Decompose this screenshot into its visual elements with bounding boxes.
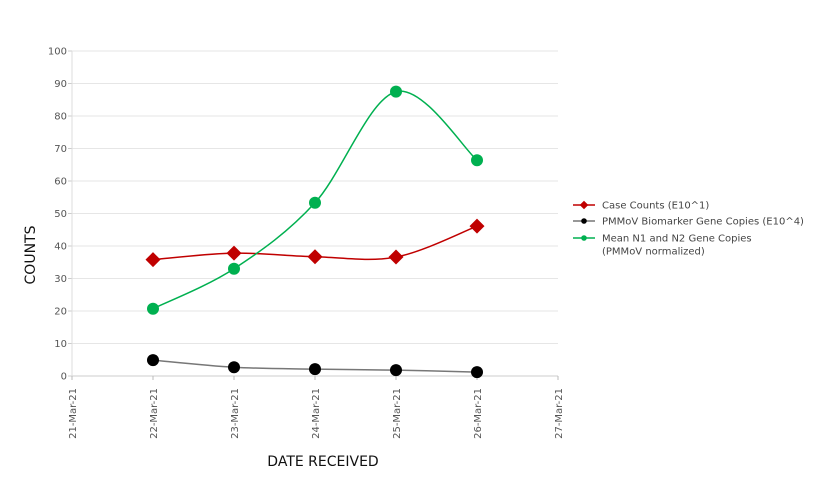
y-tick-label: 80 bbox=[54, 112, 67, 123]
data-point-circle bbox=[228, 262, 240, 275]
data-point-diamond bbox=[307, 249, 323, 265]
x-axis-title: DATE RECEIVED bbox=[267, 454, 378, 470]
data-point-circle bbox=[309, 196, 321, 209]
y-axis-title: COUNTS bbox=[23, 225, 39, 284]
y-tick-label: 40 bbox=[54, 242, 67, 253]
data-point-circle bbox=[147, 302, 159, 315]
x-tick-label: 25-Mar-21 bbox=[392, 388, 403, 439]
data-point-circle bbox=[390, 85, 402, 98]
legend-label: Mean N1 and N2 Gene Copies bbox=[602, 234, 752, 245]
legend: Case Counts (E10^1) PMMoV Biomarker Gene … bbox=[573, 201, 804, 258]
series-group bbox=[145, 85, 485, 379]
data-point-circle bbox=[228, 361, 240, 374]
data-point-circle bbox=[147, 354, 159, 367]
data-point-circle bbox=[309, 363, 321, 376]
data-point-diamond bbox=[579, 200, 589, 210]
y-axis-ticks: 0 10 20 30 40 50 60 70 80 90 100 bbox=[48, 47, 73, 383]
x-tick-label: 27-Mar-21 bbox=[554, 388, 565, 439]
x-tick-label: 24-Mar-21 bbox=[311, 388, 322, 439]
legend-item: PMMoV Biomarker Gene Copies (E10^4) bbox=[573, 217, 804, 228]
series-1 bbox=[147, 354, 483, 379]
y-tick-label: 70 bbox=[54, 144, 67, 155]
x-tick-label: 26-Mar-21 bbox=[473, 388, 484, 439]
data-point-circle bbox=[390, 364, 402, 377]
data-point-diamond bbox=[388, 249, 404, 265]
y-tick-label: 30 bbox=[54, 274, 67, 285]
data-point-diamond bbox=[145, 252, 161, 268]
legend-label: (PMMoV normalized) bbox=[602, 247, 705, 258]
x-tick-label: 21-Mar-21 bbox=[68, 388, 79, 439]
x-tick-label: 22-Mar-21 bbox=[149, 388, 160, 439]
y-tick-label: 10 bbox=[54, 339, 67, 350]
data-point-circle bbox=[581, 218, 587, 224]
x-tick-label: 23-Mar-21 bbox=[230, 388, 241, 439]
y-tick-label: 50 bbox=[54, 209, 67, 220]
series-2 bbox=[147, 85, 483, 315]
y-tick-label: 90 bbox=[54, 79, 67, 90]
gridlines bbox=[72, 50, 558, 377]
y-tick-label: 0 bbox=[61, 372, 67, 383]
legend-item: Mean N1 and N2 Gene Copies (PMMoV normali… bbox=[573, 234, 752, 258]
data-point-circle bbox=[471, 366, 483, 379]
y-tick-label: 20 bbox=[54, 307, 67, 318]
x-axis-ticks: 21-Mar-21 22-Mar-21 23-Mar-21 24-Mar-21 25-M… bbox=[68, 376, 565, 439]
data-point-circle bbox=[581, 235, 587, 241]
series-line bbox=[152, 90, 478, 310]
data-point-diamond bbox=[226, 245, 242, 261]
legend-label: PMMoV Biomarker Gene Copies (E10^4) bbox=[602, 217, 804, 228]
data-point-circle bbox=[471, 154, 483, 167]
y-tick-label: 60 bbox=[54, 177, 67, 188]
data-point-diamond bbox=[469, 218, 485, 234]
series-0 bbox=[145, 218, 485, 268]
legend-label: Case Counts (E10^1) bbox=[602, 201, 709, 212]
legend-item: Case Counts (E10^1) bbox=[573, 201, 709, 212]
y-tick-label: 100 bbox=[48, 47, 67, 58]
